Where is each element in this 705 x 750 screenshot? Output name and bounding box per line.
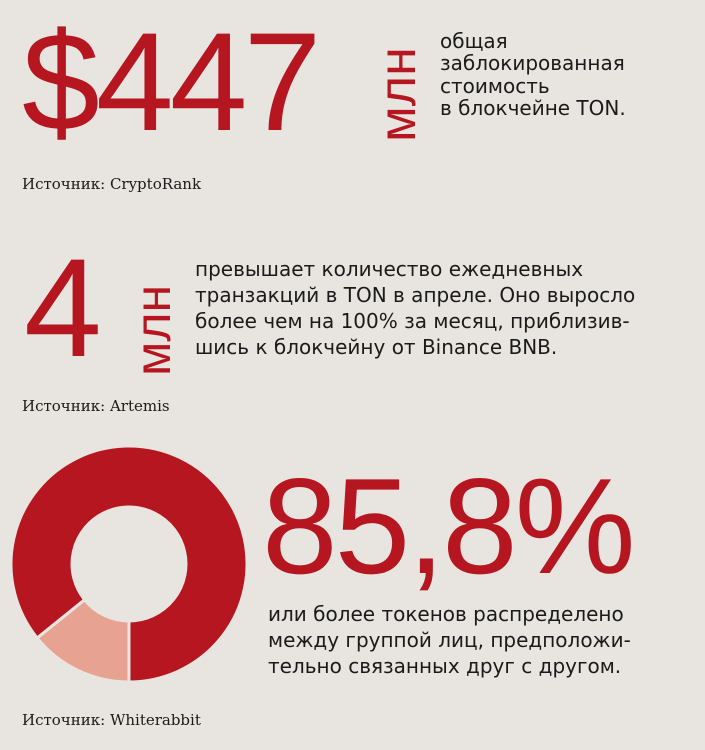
source-label: Источник: [22,397,106,415]
stat2-description-line: более чем на 100% за месяц, приблизив- [195,309,630,333]
stat2-unit: млн [125,284,181,376]
stat2-source: Источник: Artemis [22,397,170,415]
stat3-description-line: тельно связанных друг с другом. [268,654,622,678]
stat3-description: или более токенов распределено между гру… [268,601,631,679]
source-name: Artemis [109,397,170,415]
stat1-description-line: заблокированная [440,51,625,76]
stat1-source: Источник: CryptoRank [22,175,201,193]
stat1-value: $447 [22,3,321,160]
donut-slice [35,597,131,684]
source-label: Источник: [22,175,106,193]
stat3-value: 85,8% [262,450,636,602]
stat2-value: 4 [24,229,102,386]
stat3-description-line: или более токенов распределено [268,602,624,626]
stat1-description-line: в блокчейне TON. [440,96,626,121]
source-name: Whiterabbit [109,711,201,729]
source-label: Источник: [22,711,106,729]
stat1-unit: млн [369,47,427,142]
stat1-description-line: стоимость [440,73,550,98]
source-name: CryptoRank [109,175,202,193]
donut-slice [9,444,249,684]
donut-chart [9,444,249,684]
stat2-description-line: транзакций в TON в апреле. Оно выросло [195,283,636,307]
stat1-description: общая заблокированная стоимость в блокче… [440,30,626,120]
stat3-source: Источник: Whiterabbit [22,711,201,729]
stat2-description-line: превышает количество ежедневных [195,257,584,281]
stat1-description-line: общая [440,29,508,53]
stat3-description-line: между группой лиц, предположи- [268,628,631,652]
stat2-description-line: шись к блокчейну от Binance BNB. [195,335,558,359]
stat2-description: превышает количество ежедневных транзакц… [195,256,635,360]
